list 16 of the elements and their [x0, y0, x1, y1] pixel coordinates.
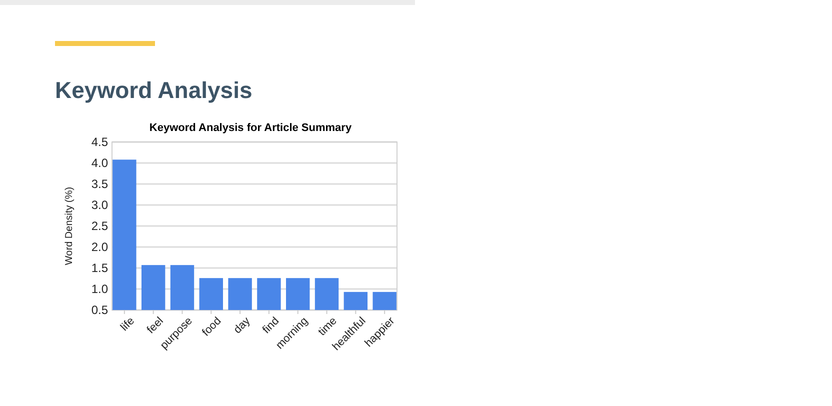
y-axis-title: Word Density (%) — [64, 186, 75, 266]
x-tick-label: feel — [144, 315, 166, 336]
y-tick-label: 4.0 — [91, 156, 108, 170]
y-tick-label: 2.5 — [91, 219, 108, 234]
y-tick-label: 3.0 — [91, 198, 108, 212]
y-tick-label: 1.5 — [91, 261, 108, 276]
y-tick-label: 3.5 — [91, 177, 108, 192]
y-tick-label: 0.5 — [91, 303, 108, 318]
y-tick-label: 2.0 — [91, 240, 108, 254]
x-tick-label: day — [232, 314, 253, 336]
y-tick-label: 4.5 — [91, 135, 108, 150]
y-tick-label: 1.0 — [91, 282, 108, 296]
x-tick-label: life — [118, 315, 137, 334]
chart-title: Keyword Analysis — [55, 77, 252, 103]
x-tick-label: find — [260, 315, 282, 336]
chart-subtitle: Keyword Analysis for Article Summary — [149, 122, 352, 134]
